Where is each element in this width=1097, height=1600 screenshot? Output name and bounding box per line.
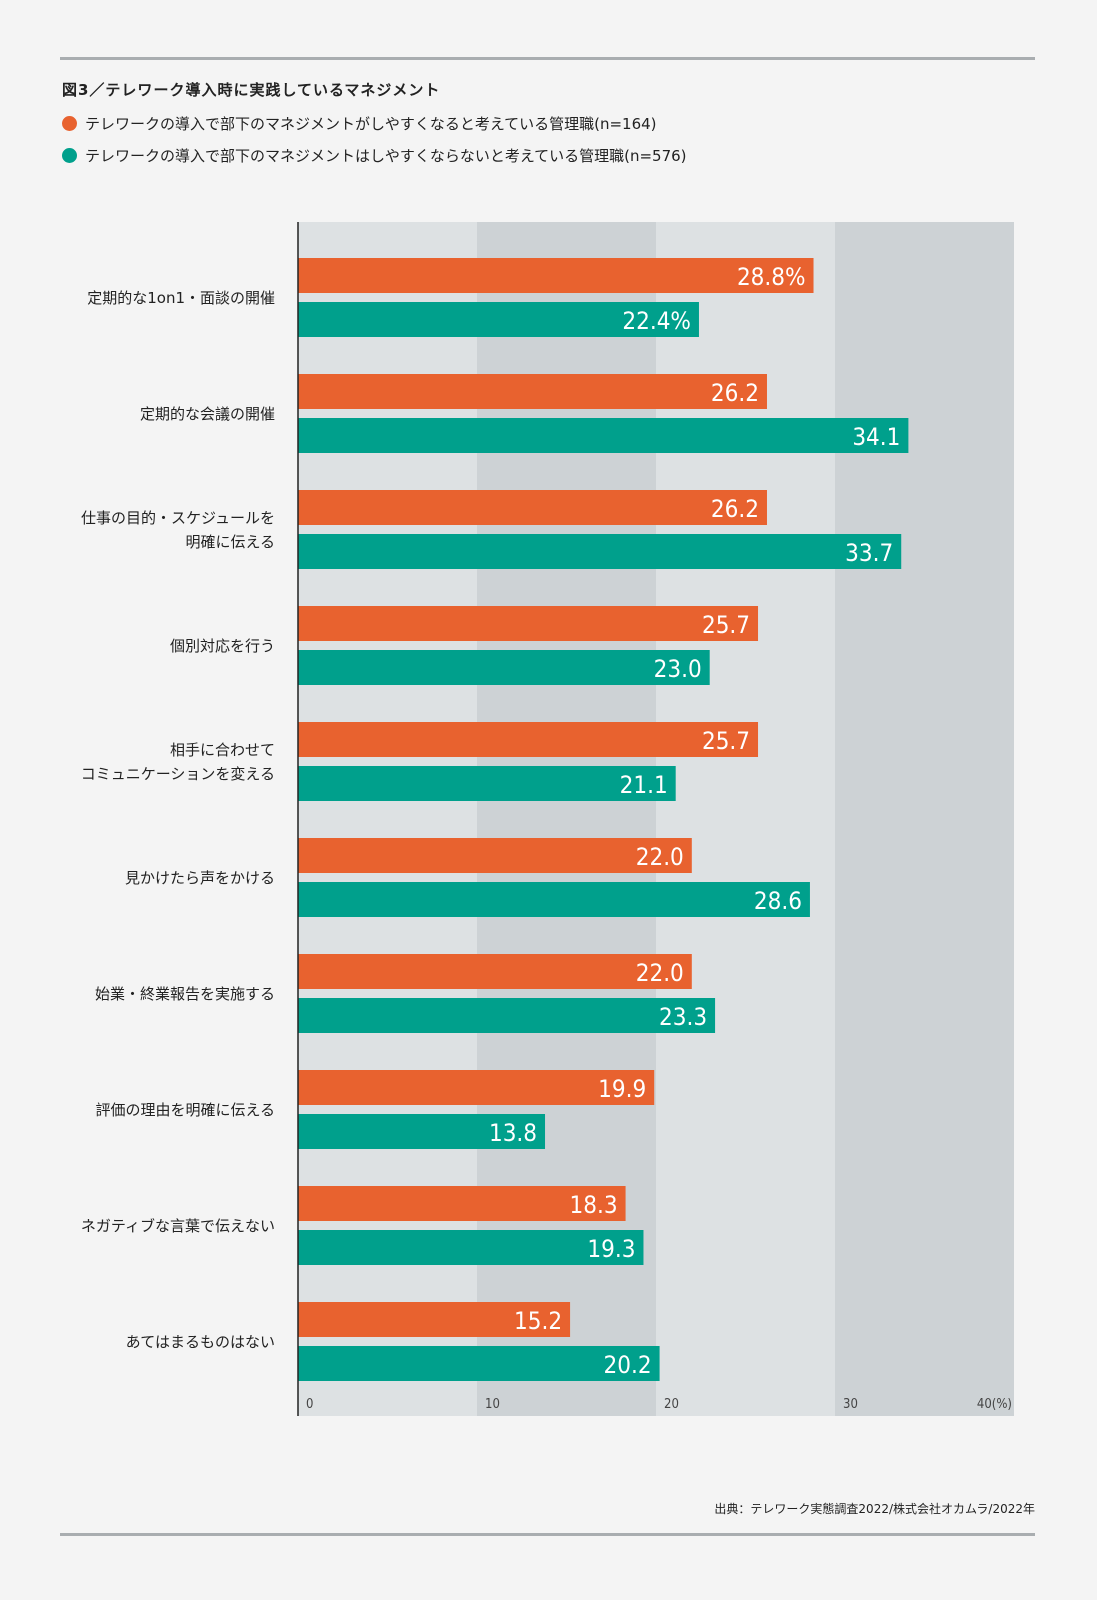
data-label: 34.1 bbox=[852, 423, 900, 451]
data-label: 33.7 bbox=[845, 539, 893, 567]
legend-item-1: テレワークの導入で部下のマネジメントがしやすくなると考えている管理職(n=164… bbox=[62, 113, 657, 134]
data-label: 19.9 bbox=[598, 1075, 646, 1103]
category-label-line: ネガティブな言葉で伝えない bbox=[80, 1217, 275, 1235]
bar bbox=[298, 374, 767, 409]
category-label-line: 定期的な会議の開催 bbox=[139, 405, 275, 423]
x-tick-label: 10 bbox=[485, 1397, 500, 1412]
category-label: 始業・終業報告を実施する bbox=[95, 982, 275, 1006]
category-label: 定期的な会議の開催 bbox=[140, 402, 275, 426]
data-label: 20.2 bbox=[604, 1351, 652, 1379]
category-label-line: 見かけたら声をかける bbox=[124, 869, 275, 887]
bar bbox=[298, 490, 767, 525]
category-label-line: 明確に伝える bbox=[185, 533, 275, 551]
top-rule bbox=[60, 57, 1035, 60]
bar bbox=[298, 998, 716, 1033]
data-label: 22.0 bbox=[636, 959, 684, 987]
data-label: 28.6 bbox=[754, 887, 802, 915]
category-label: 相手に合わせてコミュニケーションを変える bbox=[81, 738, 275, 786]
legend-dot-orange bbox=[62, 116, 77, 131]
bar bbox=[298, 1186, 626, 1221]
data-label: 22.4% bbox=[622, 307, 691, 335]
data-label: 13.8 bbox=[489, 1119, 537, 1147]
category-label: 仕事の目的・スケジュールを明確に伝える bbox=[81, 506, 275, 554]
bar bbox=[298, 1070, 655, 1105]
category-label-line: 始業・終業報告を実施する bbox=[94, 985, 275, 1003]
bar bbox=[298, 1302, 571, 1337]
data-label: 25.7 bbox=[702, 727, 750, 755]
category-label-line: コミュニケーションを変える bbox=[80, 765, 275, 783]
bar bbox=[298, 722, 759, 757]
chart-title: 図3／テレワーク導入時に実践しているマネジメント bbox=[62, 81, 441, 99]
category-label: 定期的な1on1・面談の開催 bbox=[87, 286, 275, 310]
data-label: 21.1 bbox=[620, 771, 668, 799]
category-label-line: 個別対応を行う bbox=[169, 637, 275, 655]
bar bbox=[298, 1346, 660, 1381]
bar bbox=[298, 418, 909, 453]
category-label-line: 評価の理由を明確に伝える bbox=[95, 1101, 275, 1119]
category-label: ネガティブな言葉で伝えない bbox=[81, 1214, 275, 1238]
bar bbox=[298, 1230, 644, 1265]
bar bbox=[298, 258, 814, 293]
legend-dot-teal bbox=[62, 148, 77, 163]
bar bbox=[298, 650, 710, 685]
bar bbox=[298, 838, 692, 873]
bar bbox=[298, 766, 676, 801]
data-label: 28.8% bbox=[737, 263, 806, 291]
category-label: 見かけたら声をかける bbox=[125, 866, 275, 890]
bar bbox=[298, 302, 699, 337]
x-tick-label: 20 bbox=[664, 1397, 679, 1412]
data-label: 25.7 bbox=[702, 611, 750, 639]
data-label: 26.2 bbox=[711, 495, 759, 523]
x-tick-label: 30 bbox=[843, 1397, 858, 1412]
data-label: 23.0 bbox=[654, 655, 702, 683]
category-label-line: 仕事の目的・スケジュールを bbox=[81, 509, 275, 527]
category-label-line: あてはまるものはない bbox=[125, 1333, 275, 1351]
bar bbox=[298, 534, 902, 569]
legend-label: テレワークの導入で部下のマネジメントがしやすくなると考えている管理職(n=164… bbox=[85, 115, 657, 133]
bar bbox=[298, 606, 759, 641]
category-label-line: 相手に合わせて bbox=[169, 741, 275, 759]
x-tick-label: 40(%) bbox=[977, 1397, 1012, 1412]
bar bbox=[298, 954, 692, 989]
data-label: 18.3 bbox=[570, 1191, 618, 1219]
data-label: 19.3 bbox=[587, 1235, 635, 1263]
grid-band bbox=[835, 222, 1014, 1416]
category-label: 個別対応を行う bbox=[170, 634, 275, 658]
category-label: あてはまるものはない bbox=[126, 1330, 275, 1354]
legend-label: テレワークの導入で部下のマネジメントはしやすくならないと考えている管理職(n=5… bbox=[85, 147, 687, 165]
bottom-rule bbox=[60, 1533, 1035, 1536]
data-label: 15.2 bbox=[514, 1307, 562, 1335]
category-label: 評価の理由を明確に伝える bbox=[95, 1098, 275, 1122]
bar bbox=[298, 1114, 546, 1149]
x-tick-label: 0 bbox=[306, 1397, 313, 1412]
category-label-line: 定期的な1on1・面談の開催 bbox=[87, 289, 275, 307]
data-label: 26.2 bbox=[711, 379, 759, 407]
legend-item-2: テレワークの導入で部下のマネジメントはしやすくならないと考えている管理職(n=5… bbox=[62, 145, 687, 166]
data-label: 23.3 bbox=[659, 1003, 707, 1031]
bar bbox=[298, 882, 810, 917]
data-label: 22.0 bbox=[636, 843, 684, 871]
source-note: 出典：テレワーク実態調査2022/株式会社オカムラ/2022年 bbox=[714, 1502, 1035, 1516]
